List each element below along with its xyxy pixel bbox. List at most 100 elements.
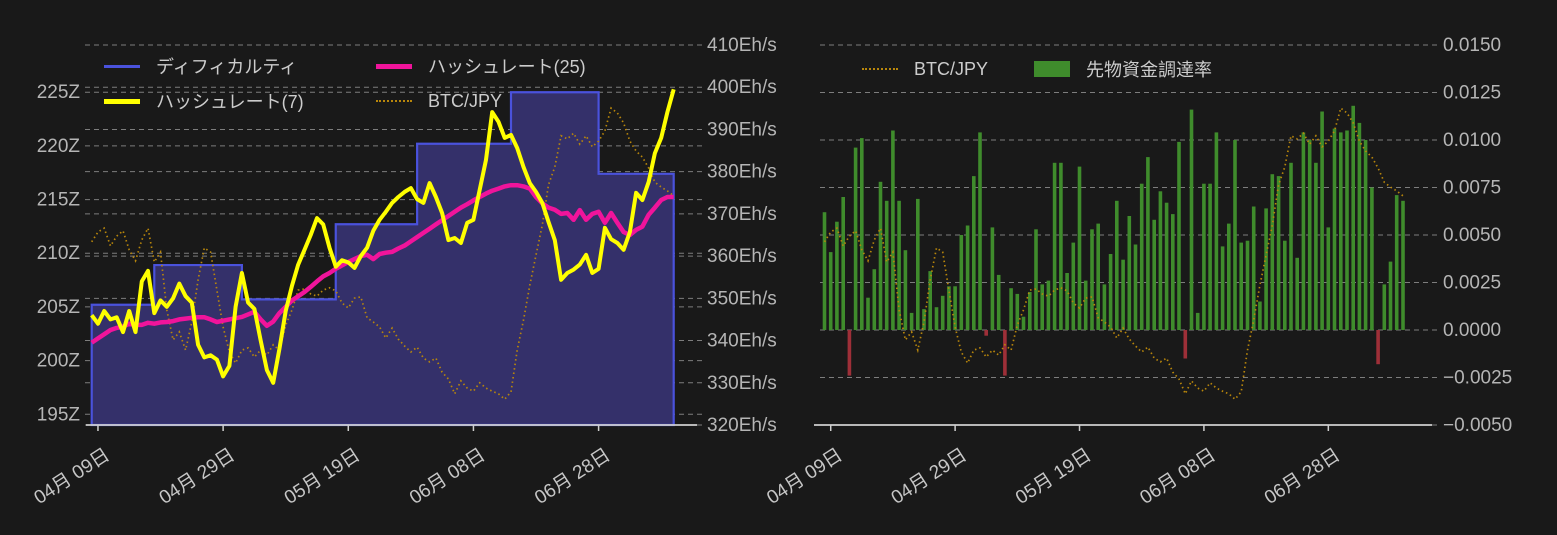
funding-bar <box>1233 140 1237 330</box>
funding-bar <box>835 221 839 330</box>
funding-bar <box>916 198 920 330</box>
funding-tick-label: 0.0025 <box>1443 273 1501 294</box>
funding-bar <box>996 274 1001 330</box>
funding-bar <box>1115 200 1119 330</box>
funding-bar <box>965 225 970 330</box>
funding-bar <box>1251 206 1256 330</box>
funding-bar <box>1214 132 1219 330</box>
hashrate-chart-legend: ディフィカルティ ハッシュレート(25) ハッシュレート(7) BTC/JPY <box>104 53 676 114</box>
ehs-tick-label: 410Eh/s <box>707 35 777 56</box>
funding-bar <box>1370 187 1374 330</box>
funding-tick-label: 0.0075 <box>1443 178 1501 199</box>
funding-bar <box>1096 223 1100 330</box>
funding-chart-legend: BTC/JPY 先物資金調達率 <box>862 56 1212 82</box>
z-tick-label: 215Z <box>37 190 81 211</box>
date-tick-label: 06月 28日 <box>1261 445 1344 509</box>
date-tick-label: 04月 09日 <box>763 445 846 509</box>
funding-bar <box>959 235 964 330</box>
funding-bar <box>841 197 845 330</box>
hashrate7-line-swatch <box>104 98 140 104</box>
funding-bar <box>1177 141 1181 330</box>
ehs-tick-label: 340Eh/s <box>707 331 777 352</box>
funding-bar <box>1139 183 1144 330</box>
z-tick-label: 200Z <box>37 351 81 372</box>
date-tick-label: 04月 09日 <box>30 445 113 509</box>
funding-bar <box>1357 122 1362 331</box>
funding-bar <box>1171 214 1175 330</box>
date-tick-label: 04月 29日 <box>156 445 239 509</box>
funding-bar <box>897 200 901 330</box>
funding-bar <box>909 312 914 330</box>
legend-item-hashrate25[interactable]: ハッシュレート(25) <box>376 53 676 79</box>
ehs-tick-label: 320Eh/s <box>707 415 777 436</box>
funding-bar <box>1152 219 1156 330</box>
funding-bar <box>984 330 988 336</box>
funding-tick-label: 0.0150 <box>1443 35 1501 56</box>
funding-bar <box>1158 191 1163 330</box>
legend-item-btcjpy-left[interactable]: BTC/JPY <box>376 88 676 114</box>
legend-item-funding-rate[interactable]: 先物資金調達率 <box>1034 56 1212 82</box>
funding-bar <box>1363 140 1368 330</box>
funding-bar <box>1052 162 1057 330</box>
funding-bar <box>1264 208 1268 330</box>
funding-bar <box>1164 202 1169 330</box>
funding-bar <box>1339 132 1343 330</box>
funding-bar <box>872 269 877 330</box>
z-tick-label: 195Z <box>37 404 81 425</box>
funding-bar <box>1394 195 1399 330</box>
ehs-tick-label: 330Eh/s <box>707 373 777 394</box>
funding-bar <box>1388 261 1393 330</box>
funding-rate-swatch <box>1034 61 1071 77</box>
funding-bar <box>1021 316 1026 330</box>
funding-bar <box>878 181 883 330</box>
funding-bar <box>1034 229 1038 330</box>
legend-label-btcjpy-right: BTC/JPY <box>914 58 989 79</box>
funding-bar <box>1133 244 1138 330</box>
funding-bar <box>928 271 932 330</box>
funding-bar <box>1258 301 1262 330</box>
funding-bar <box>953 286 957 330</box>
funding-bar <box>1059 162 1063 330</box>
funding-bar <box>1289 162 1293 330</box>
funding-bar <box>1040 284 1044 330</box>
legend-item-hashrate7[interactable]: ハッシュレート(7) <box>104 88 376 114</box>
funding-bar <box>1065 273 1069 330</box>
funding-bar <box>1351 105 1355 330</box>
funding-bar <box>1108 254 1113 330</box>
legend-label-hashrate7: ハッシュレート(7) <box>156 92 304 112</box>
z-tick-label: 210Z <box>37 243 81 264</box>
ehs-tick-label: 400Eh/s <box>707 77 777 98</box>
btcjpy-dotted-swatch <box>376 100 412 102</box>
ehs-tick-label: 390Eh/s <box>707 119 777 140</box>
hashrate25-line <box>90 182 674 345</box>
funding-bar <box>934 307 939 330</box>
funding-bar <box>1046 280 1051 330</box>
funding-bar <box>1146 157 1150 330</box>
funding-bar <box>940 295 945 330</box>
difficulty-line-swatch <box>104 64 140 68</box>
date-tick-label: 06月 28日 <box>531 445 614 509</box>
funding-bar <box>1083 280 1088 330</box>
funding-bar <box>1345 130 1349 330</box>
funding-bar <box>1326 227 1331 330</box>
funding-bar <box>947 286 951 330</box>
funding-tick-label: 0.0100 <box>1443 130 1501 151</box>
funding-bar <box>1401 200 1405 330</box>
funding-bar <box>1028 292 1032 330</box>
funding-bar <box>1015 293 1020 330</box>
funding-bar <box>1127 216 1132 330</box>
funding-bar <box>1195 312 1200 330</box>
ehs-tick-label: 370Eh/s <box>707 204 777 225</box>
legend-item-difficulty[interactable]: ディフィカルティ <box>104 53 376 79</box>
funding-bar <box>1220 246 1225 330</box>
funding-bar <box>1102 284 1107 330</box>
funding-bar <box>1320 111 1324 330</box>
funding-bar <box>1009 288 1013 330</box>
funding-bar <box>1077 166 1082 330</box>
ehs-tick-label: 360Eh/s <box>707 246 777 267</box>
legend-label-btcjpy-left: BTC/JPY <box>428 90 503 111</box>
funding-bar <box>884 200 889 330</box>
legend-item-btcjpy-right[interactable]: BTC/JPY <box>862 56 988 82</box>
